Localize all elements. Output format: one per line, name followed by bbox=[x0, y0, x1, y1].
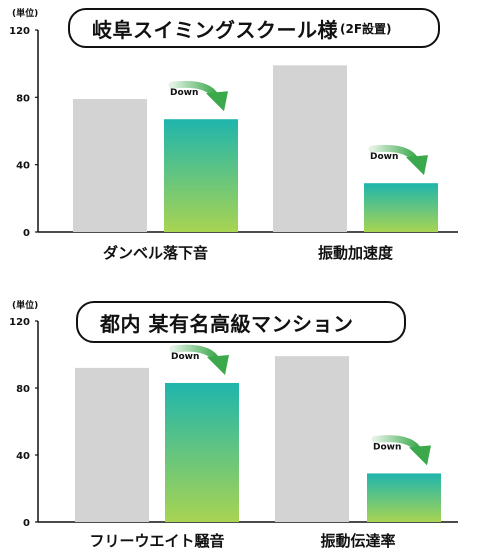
bar-before bbox=[73, 99, 147, 233]
chart-2-plot: 0 40 80 120 フリーウエイト騒音 Down 振動伝達率 Down bbox=[9, 317, 458, 550]
bar-before bbox=[273, 65, 347, 232]
y-tick-label: 40 bbox=[16, 161, 30, 172]
y-tick-label: 40 bbox=[16, 451, 30, 462]
category-label: 振動加速度 bbox=[318, 244, 394, 262]
bar-after bbox=[367, 473, 441, 522]
unit-label: (単位) bbox=[12, 9, 39, 19]
down-arrow-icon bbox=[168, 80, 228, 112]
category-label: フリーウエイト騒音 bbox=[89, 532, 224, 550]
y-tick-label: 80 bbox=[16, 93, 30, 104]
down-arrow-icon bbox=[371, 435, 431, 466]
chart-panel-2: (単位) 0 40 80 120 フリーウエイト騒音 Down 振動伝達率 Down 都内 某… bbox=[0, 290, 478, 553]
bar-after bbox=[164, 119, 238, 232]
chart-title: 都内 某有名高級マンション bbox=[100, 311, 354, 336]
down-annotation: Down bbox=[373, 442, 401, 452]
down-annotation: Down bbox=[170, 88, 198, 98]
chart-subtitle: (2F設置) bbox=[340, 21, 392, 36]
unit-label: (単位) bbox=[12, 301, 39, 311]
bar-before bbox=[275, 356, 349, 522]
y-tick-label: 0 bbox=[23, 518, 30, 529]
bar-after bbox=[165, 382, 239, 522]
down-arrow-icon bbox=[368, 144, 428, 176]
bar-after bbox=[364, 183, 438, 232]
y-tick-label: 0 bbox=[23, 228, 30, 239]
down-arrow-icon bbox=[169, 344, 229, 375]
y-tick-label: 80 bbox=[16, 384, 30, 395]
chart-title-box: 都内 某有名高級マンション bbox=[76, 301, 406, 343]
y-tick-label: 120 bbox=[9, 26, 30, 37]
chart-panel-1: (単位) 0 40 80 120 ダンベル落下音 Down 振動加速度 Down 岐阜スイミン… bbox=[0, 0, 478, 276]
down-annotation: Down bbox=[370, 152, 398, 162]
bar-before bbox=[75, 367, 149, 522]
chart-1-plot: 0 40 80 120 ダンベル落下音 Down 振動加速度 Down bbox=[9, 26, 458, 262]
y-tick-label: 120 bbox=[9, 317, 30, 328]
category-label: ダンベル落下音 bbox=[103, 244, 208, 262]
category-label: 振動伝達率 bbox=[320, 532, 395, 550]
chart-title: 岐阜スイミングスクール様 bbox=[92, 17, 338, 42]
down-annotation: Down bbox=[171, 352, 199, 362]
chart-title-box: 岐阜スイミングスクール様 (2F設置) bbox=[68, 8, 440, 48]
